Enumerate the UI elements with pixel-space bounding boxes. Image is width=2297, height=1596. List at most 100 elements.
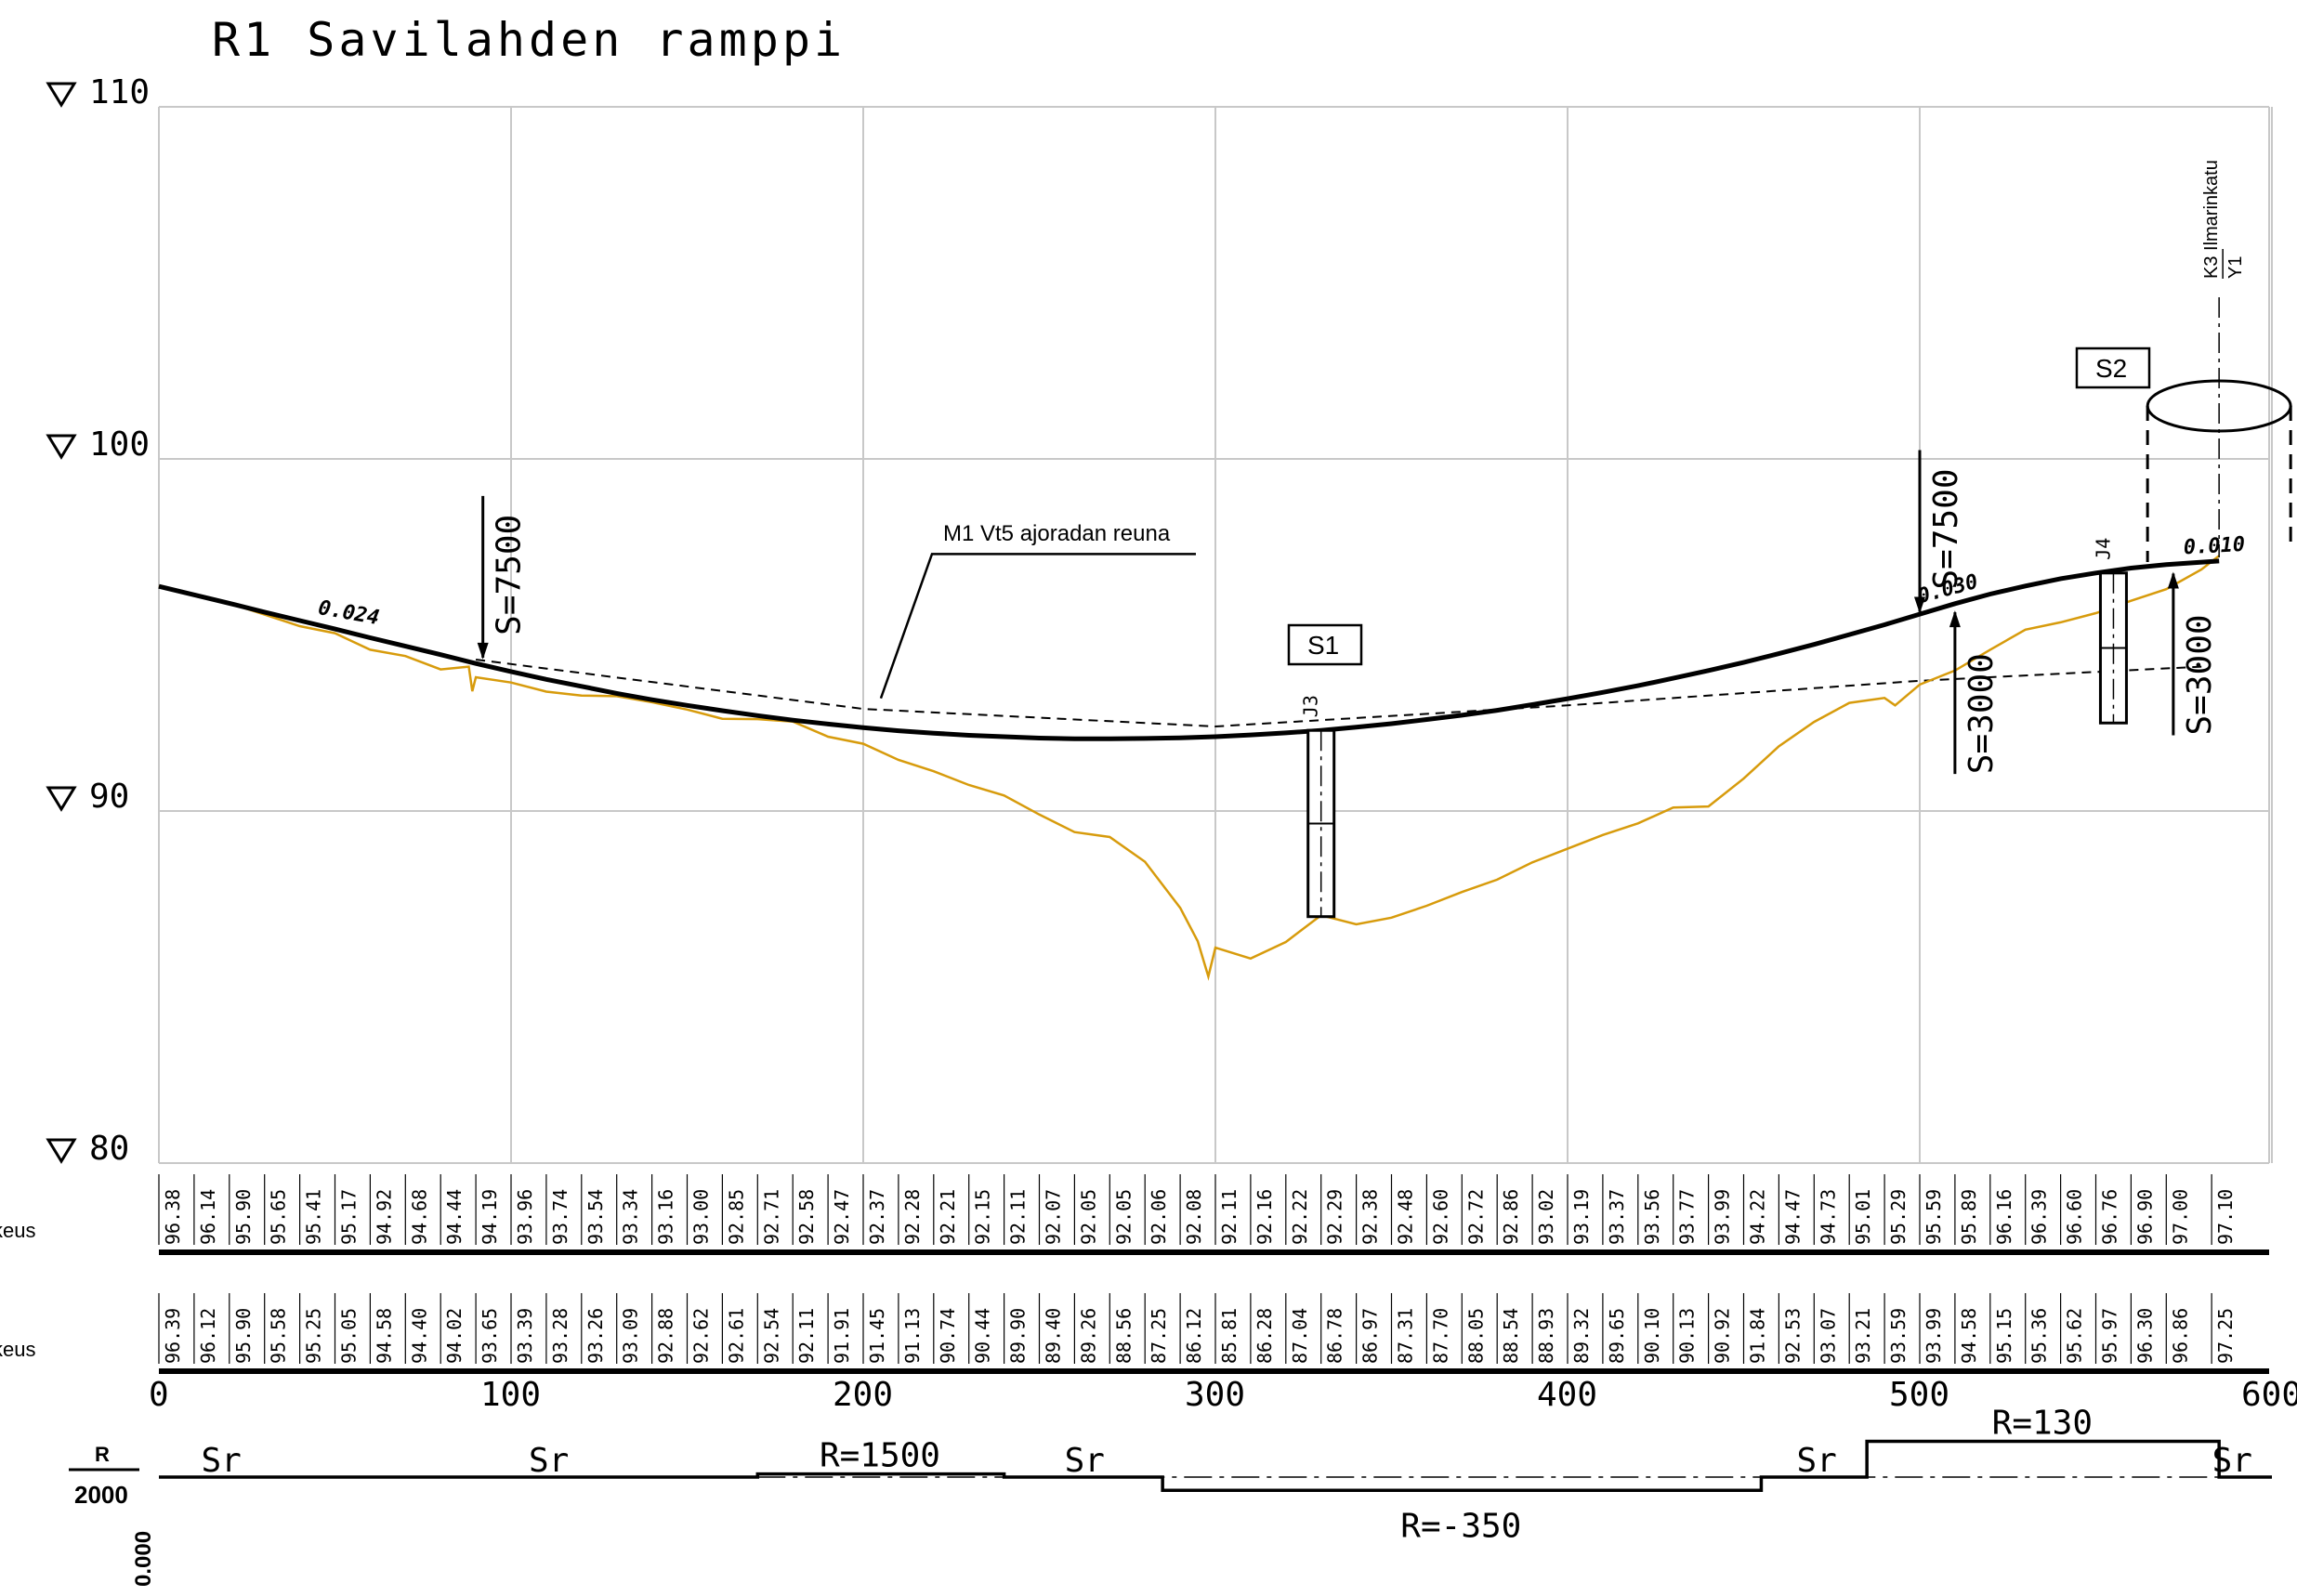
design-row-value: 96.14 (197, 1189, 219, 1245)
station-label: 500 (1889, 1376, 1949, 1414)
station-label: 100 (480, 1376, 541, 1414)
ground-row-value: 88.56 (1112, 1308, 1135, 1364)
elevation-table: 96.38 96.14 95.90 95.65 95.41 95.17 94.92 94.68… (0, 1174, 2269, 1374)
design-row-value: 92.11 (1218, 1189, 1240, 1245)
ground-row-value: 93.21 (1852, 1308, 1874, 1364)
ground-row-value: 92.11 (795, 1308, 818, 1364)
curvature-segment-label: Sr (1796, 1442, 1836, 1480)
design-row-value: 93.56 (1641, 1189, 1663, 1245)
design-row-value: 92.16 (1254, 1189, 1276, 1245)
station-label: 300 (1185, 1376, 1245, 1414)
ground-row-value: 90.13 (1676, 1308, 1699, 1364)
intersection-marker: K3 Ilmarinkatu Y1 (2146, 160, 2292, 562)
reference-line (475, 659, 2202, 728)
arrow-up-icon (1949, 610, 1961, 628)
design-row-value: 92.05 (1077, 1189, 1099, 1245)
design-row-value: 92.85 (725, 1189, 747, 1245)
ground-row-value: 86.28 (1254, 1308, 1276, 1364)
design-row-value: 97.00 (2169, 1189, 2191, 1245)
ground-row-value: 94.40 (408, 1308, 430, 1364)
ground-row-value: 95.05 (338, 1308, 361, 1364)
elevation-label: 110 (89, 73, 150, 111)
design-row-value: 92.72 (1464, 1189, 1487, 1245)
elevation-marker-icon (46, 82, 77, 108)
ground-row-value: 89.32 (1570, 1308, 1593, 1364)
design-row-value: 95.89 (1958, 1189, 1980, 1245)
design-row-value: 95.41 (303, 1189, 325, 1245)
ground-row-value: 95.62 (2064, 1308, 2086, 1364)
structure-label: S2 (2095, 354, 2127, 383)
station-axis: 0 100 200 300 400 500 600 (149, 1376, 2297, 1414)
arrow-down-icon (1914, 596, 1925, 614)
ground-row-value: 93.99 (1923, 1308, 1945, 1364)
curve-radius-label: S=3000 (1962, 653, 2001, 774)
design-row-value: 93.16 (655, 1189, 677, 1245)
grade-label: 0.010 (2183, 533, 2245, 559)
reference-line-leader: M1 Vt5 ajoradan reuna (879, 521, 1196, 700)
design-row-value: 94.22 (1747, 1189, 1769, 1245)
ground-row-value: 89.65 (1606, 1308, 1628, 1364)
design-row-value: 96.60 (2064, 1189, 2086, 1245)
elevation-marker-icon (46, 434, 77, 460)
ground-row-value: 93.59 (1887, 1308, 1910, 1364)
design-row-value: 92.06 (1148, 1189, 1170, 1245)
pier-label: J3 (1300, 695, 1322, 717)
curve-radius-label: S=7500 (1927, 469, 1965, 590)
ground-row-value: 91.45 (866, 1308, 888, 1364)
design-row-value: 93.02 (1535, 1189, 1557, 1245)
design-row-value: 93.37 (1606, 1189, 1628, 1245)
ground-row-value: 97.25 (2214, 1308, 2237, 1364)
ground-row-value: 91.91 (831, 1308, 853, 1364)
leader-line (879, 553, 1196, 700)
design-row-value: 92.48 (1395, 1189, 1417, 1245)
station-label: 600 (2241, 1376, 2297, 1414)
ground-row-value: 95.36 (2028, 1308, 2051, 1364)
ground-row-value: 95.58 (268, 1308, 290, 1364)
curvature-segment-label: Sr (529, 1442, 569, 1480)
design-row-value: 93.74 (549, 1189, 571, 1245)
arrow-down-icon (477, 642, 489, 660)
elevation-label: 90 (89, 778, 129, 816)
design-row-row-label: keus (0, 1219, 35, 1242)
ground-row-value: 95.15 (1993, 1308, 2015, 1364)
bridge-structures: J3 S1 J4 S2 (1287, 347, 2151, 919)
ground-row-value: 94.58 (373, 1308, 395, 1364)
design-row-value: 92.37 (866, 1189, 888, 1245)
design-row-value: 97.10 (2214, 1189, 2237, 1245)
structure-label-box (1287, 623, 1363, 666)
curvature-segment-label: Sr (1065, 1442, 1105, 1480)
ground-row-value: 91.13 (901, 1308, 924, 1364)
design-row-value: 92.22 (1289, 1189, 1311, 1245)
design-row-value: 95.29 (1887, 1189, 1910, 1245)
curvature-zero-label: 0.000 (131, 1531, 156, 1587)
ground-row-value: 95.97 (2099, 1308, 2121, 1364)
ground-row-value: 93.09 (620, 1308, 642, 1364)
design-row-value: 94.47 (1781, 1189, 1804, 1245)
curvature-line (159, 1439, 2272, 1493)
design-row-value: 93.96 (514, 1189, 536, 1245)
ground-row-value: 89.26 (1077, 1308, 1099, 1364)
design-row-value: 95.90 (232, 1189, 255, 1245)
intersection-sub-label: Y1 (2225, 256, 2246, 279)
design-row-value: 96.90 (2133, 1189, 2156, 1245)
ground-row-value: 90.44 (972, 1308, 994, 1364)
pier-label: J4 (2092, 538, 2114, 560)
design-row-value: 94.44 (443, 1189, 466, 1245)
elevation-marker-icon (46, 1138, 77, 1164)
ground-row-value: 88.05 (1464, 1308, 1487, 1364)
structure-label-box (2075, 347, 2151, 389)
design-row-value: 92.86 (1500, 1189, 1522, 1245)
ground-row-value: 92.88 (655, 1308, 677, 1364)
station-label: 400 (1537, 1376, 1597, 1414)
elevation-marker-icon (46, 786, 77, 812)
ground-row-value: 92.62 (690, 1308, 713, 1364)
ground-row-value: 88.93 (1535, 1308, 1557, 1364)
curvature-segment-label: Sr (2212, 1442, 2252, 1480)
arrow-up-icon (2167, 571, 2179, 589)
ground-row-value: 96.12 (197, 1308, 219, 1364)
ground-row-value: 86.12 (1183, 1308, 1205, 1364)
ground-row-value: 92.61 (725, 1308, 747, 1364)
curve-radius-label: S=3000 (2181, 614, 2219, 735)
